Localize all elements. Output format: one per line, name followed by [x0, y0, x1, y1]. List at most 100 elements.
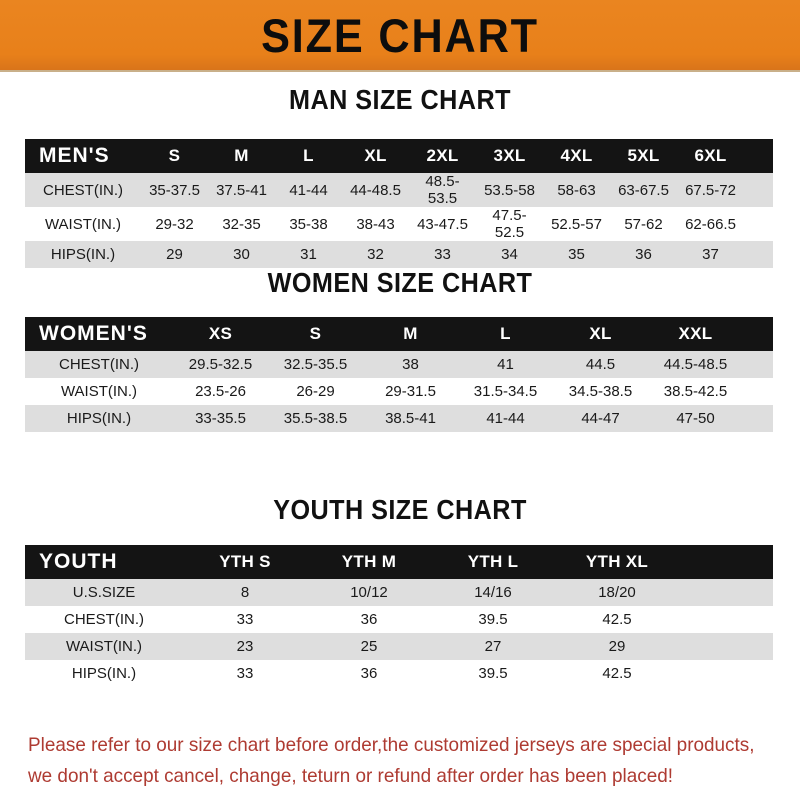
- youth-corner-label: YOUTH: [25, 545, 183, 579]
- men-cell: 34: [476, 241, 543, 268]
- men-row-label: CHEST(IN.): [25, 173, 141, 207]
- youth-table-row: CHEST(IN.) 33 36 39.5 42.5: [25, 606, 773, 633]
- youth-table-header: YOUTH YTH S YTH M YTH L YTH XL: [25, 545, 773, 579]
- men-cell: 63-67.5: [610, 173, 677, 207]
- men-cell-spacer: [744, 207, 773, 241]
- youth-cell: 33: [183, 660, 307, 687]
- men-cell: 35-38: [275, 207, 342, 241]
- men-cell: 29-32: [141, 207, 208, 241]
- women-column-header-xs: XS: [173, 317, 268, 351]
- page-banner: SIZE CHART: [0, 0, 800, 72]
- youth-row-label: HIPS(IN.): [25, 660, 183, 687]
- women-column-header-m: M: [363, 317, 458, 351]
- women-cell-spacer: [743, 405, 773, 432]
- women-cell: 44.5: [553, 351, 648, 378]
- youth-cell: 18/20: [555, 579, 679, 606]
- men-cell: 29: [141, 241, 208, 268]
- women-cell: 41: [458, 351, 553, 378]
- men-table-row: CHEST(IN.) 35-37.5 37.5-41 41-44 44-48.5 48.5…: [25, 173, 773, 207]
- women-column-header-xxl: XXL: [648, 317, 743, 351]
- youth-cell: 10/12: [307, 579, 431, 606]
- youth-table-row: WAIST(IN.) 23 25 27 29: [25, 633, 773, 660]
- men-cell: 31: [275, 241, 342, 268]
- youth-cell: 23: [183, 633, 307, 660]
- men-cell: 36: [610, 241, 677, 268]
- youth-cell: 29: [555, 633, 679, 660]
- men-size-table: MEN'S S M L XL 2XL 3XL 4XL 5XL 6XL CHEST(IN.) 35-…: [25, 139, 773, 268]
- men-cell: 32-35: [208, 207, 275, 241]
- women-cell: 38.5-42.5: [648, 378, 743, 405]
- men-section-heading: MAN SIZE CHART: [289, 84, 511, 115]
- women-cell: 38.5-41: [363, 405, 458, 432]
- women-cell: 47-50: [648, 405, 743, 432]
- youth-row-label: CHEST(IN.): [25, 606, 183, 633]
- youth-cell: 36: [307, 660, 431, 687]
- order-policy-note: Please refer to our size chart before or…: [28, 730, 754, 792]
- men-cell: 37: [677, 241, 744, 268]
- youth-cell: 8: [183, 579, 307, 606]
- youth-size-table-block: YOUTH YTH S YTH M YTH L YTH XL U.S.SIZE 8 10/…: [25, 545, 773, 687]
- men-column-header-l: L: [275, 139, 342, 173]
- men-table-row: HIPS(IN.) 29 30 31 32 33 34 35 36 37: [25, 241, 773, 268]
- women-header-row: WOMEN'S XS S M L XL XXL: [25, 317, 773, 351]
- men-row-label: WAIST(IN.): [25, 207, 141, 241]
- men-cell: 41-44: [275, 173, 342, 207]
- men-column-header-6xl: 6XL: [677, 139, 744, 173]
- women-column-header-l: L: [458, 317, 553, 351]
- women-cell: 29-31.5: [363, 378, 458, 405]
- men-cell: 57-62: [610, 207, 677, 241]
- youth-cell-spacer: [679, 579, 773, 606]
- youth-column-header-yth-s: YTH S: [183, 545, 307, 579]
- youth-cell-spacer: [679, 660, 773, 687]
- women-cell: 29.5-32.5: [173, 351, 268, 378]
- women-cell: 34.5-38.5: [553, 378, 648, 405]
- men-column-header-2xl: 2XL: [409, 139, 476, 173]
- youth-table-body: U.S.SIZE 8 10/12 14/16 18/20 CHEST(IN.) 33 36 39…: [25, 579, 773, 687]
- youth-row-label: U.S.SIZE: [25, 579, 183, 606]
- men-header-row: MEN'S S M L XL 2XL 3XL 4XL 5XL 6XL: [25, 139, 773, 173]
- women-row-label: WAIST(IN.): [25, 378, 173, 405]
- men-cell: 52.5-57: [543, 207, 610, 241]
- youth-header-spacer: [679, 545, 773, 579]
- men-size-table-block: MEN'S S M L XL 2XL 3XL 4XL 5XL 6XL CHEST(IN.) 35-…: [25, 139, 773, 268]
- men-cell: 37.5-41: [208, 173, 275, 207]
- women-table-row: HIPS(IN.) 33-35.5 35.5-38.5 38.5-41 41-44 44-…: [25, 405, 773, 432]
- men-cell: 35: [543, 241, 610, 268]
- women-row-label: CHEST(IN.): [25, 351, 173, 378]
- women-cell: 44.5-48.5: [648, 351, 743, 378]
- women-cell: 35.5-38.5: [268, 405, 363, 432]
- men-cell: 30: [208, 241, 275, 268]
- youth-cell: 33: [183, 606, 307, 633]
- men-row-label: HIPS(IN.): [25, 241, 141, 268]
- men-table-body: CHEST(IN.) 35-37.5 37.5-41 41-44 44-48.5 48.5…: [25, 173, 773, 268]
- men-cell: 44-48.5: [342, 173, 409, 207]
- men-table-header: MEN'S S M L XL 2XL 3XL 4XL 5XL 6XL: [25, 139, 773, 173]
- women-column-header-s: S: [268, 317, 363, 351]
- youth-cell: 42.5: [555, 606, 679, 633]
- men-column-header-m: M: [208, 139, 275, 173]
- youth-row-label: WAIST(IN.): [25, 633, 183, 660]
- women-table-row: CHEST(IN.) 29.5-32.5 32.5-35.5 38 41 44.5 44.5…: [25, 351, 773, 378]
- men-column-header-4xl: 4XL: [543, 139, 610, 173]
- women-cell: 32.5-35.5: [268, 351, 363, 378]
- women-section-heading: WOMEN SIZE CHART: [267, 267, 533, 298]
- youth-table-row: HIPS(IN.) 33 36 39.5 42.5: [25, 660, 773, 687]
- order-policy-line-2: we don't accept cancel, change, teturn o…: [28, 765, 674, 787]
- youth-column-header-yth-l: YTH L: [431, 545, 555, 579]
- order-policy-line-1: Please refer to our size chart before or…: [28, 734, 755, 756]
- men-column-header-s: S: [141, 139, 208, 173]
- women-size-table-block: WOMEN'S XS S M L XL XXL CHEST(IN.) 29.5-32.5 32…: [25, 317, 773, 432]
- women-size-table: WOMEN'S XS S M L XL XXL CHEST(IN.) 29.5-32.5 32…: [25, 317, 773, 432]
- women-header-spacer: [743, 317, 773, 351]
- women-corner-label: WOMEN'S: [25, 317, 173, 351]
- youth-column-header-yth-m: YTH M: [307, 545, 431, 579]
- women-cell: 38: [363, 351, 458, 378]
- men-column-header-5xl: 5XL: [610, 139, 677, 173]
- youth-section-heading: YOUTH SIZE CHART: [273, 494, 527, 525]
- youth-cell: 14/16: [431, 579, 555, 606]
- youth-cell: 42.5: [555, 660, 679, 687]
- men-cell: 43-47.5: [409, 207, 476, 241]
- men-column-header-3xl: 3XL: [476, 139, 543, 173]
- youth-column-header-yth-xl: YTH XL: [555, 545, 679, 579]
- youth-cell-spacer: [679, 633, 773, 660]
